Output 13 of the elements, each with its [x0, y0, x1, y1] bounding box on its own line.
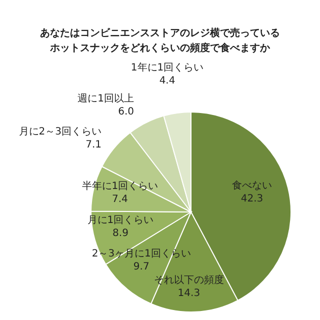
data-label: 42.3 — [240, 194, 264, 205]
slice-label: 月に2～3回くらい — [18, 126, 102, 138]
slice-label: 1年に1回くらい — [130, 61, 204, 74]
data-label: 7.1 — [86, 140, 102, 151]
data-label: 4.4 — [159, 75, 176, 86]
slice-label: 週に1回以上 — [78, 92, 134, 104]
data-label: 6.0 — [118, 106, 134, 118]
data-label: 14.3 — [178, 288, 200, 299]
data-label: 9.7 — [133, 261, 150, 272]
data-label: 7.4 — [112, 194, 128, 205]
data-label: 8.9 — [112, 228, 128, 240]
chart-title: あなたはコンビニエンスストアのレジ横で売っているホットスナックをどれくらいの頻度で食べますか — [39, 26, 281, 56]
slice-label: 食べない — [232, 180, 272, 192]
